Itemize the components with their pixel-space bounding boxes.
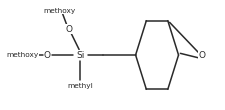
Text: methoxy: methoxy <box>7 52 38 58</box>
Text: O: O <box>44 50 51 60</box>
Text: methyl: methyl <box>67 83 93 89</box>
Text: methoxy: methoxy <box>44 8 76 14</box>
Text: O: O <box>65 25 72 34</box>
Text: Si: Si <box>76 50 84 60</box>
Text: O: O <box>198 50 205 60</box>
